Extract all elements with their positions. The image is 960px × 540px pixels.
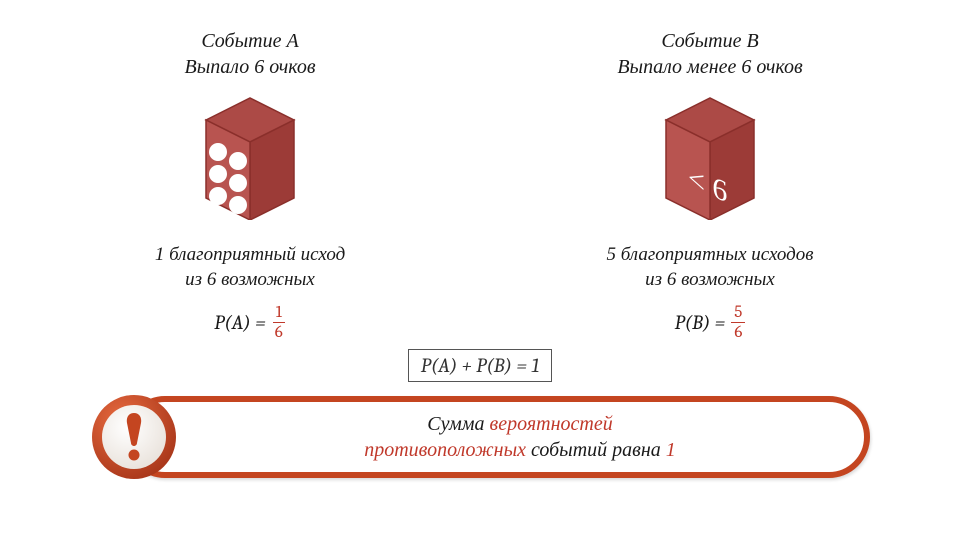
event-b-formula: P(B) = 5 6: [675, 304, 746, 341]
event-a-formula: P(A) = 1 6: [214, 304, 286, 341]
callout-line2-end: 1: [666, 439, 676, 461]
event-a-numerator: 1: [273, 304, 285, 323]
event-b-denominator: 6: [731, 323, 745, 341]
columns-container: Событие А Выпало 6 очков 1 благоприят: [0, 0, 960, 341]
callout-red1: вероятностей: [490, 413, 613, 435]
sum-formula-box: P(A) + P(B) = 1: [408, 349, 552, 382]
event-b-fraction: 5 6: [731, 304, 745, 341]
event-b-outcome-line1: 5 благоприятных исходов: [606, 244, 813, 265]
callout-line1: Сумма вероятностей: [427, 411, 612, 437]
cube-a: [192, 94, 308, 225]
callout: Сумма вероятностей противоположных событ…: [90, 396, 870, 478]
cube-b: < 6: [652, 94, 768, 225]
callout-line2: противоположных событий равна 1: [364, 437, 676, 463]
callout-text: Сумма вероятностей противоположных событ…: [200, 396, 840, 478]
dice-less-than-six-icon: < 6: [652, 94, 768, 220]
sum-formula-text: P(A) + P(B) = 1: [421, 354, 539, 377]
event-a-fraction: 1 6: [272, 304, 286, 341]
event-a-title-line1: Событие А: [201, 30, 298, 52]
event-a-outcome-line2: из 6 возможных: [185, 269, 315, 290]
event-b-title-line1: Событие В: [661, 30, 758, 52]
event-b-numerator: 5: [731, 304, 745, 323]
event-b-outcomes: 5 благоприятных исходов из 6 возможных: [606, 243, 813, 292]
event-a-formula-lhs: P(A) =: [214, 311, 266, 334]
event-b-column: Событие В Выпало менее 6 очков < 6 5 бла…: [545, 28, 875, 341]
event-a-column: Событие А Выпало 6 очков 1 благоприят: [85, 28, 415, 341]
event-a-outcomes: 1 благоприятный исход из 6 возможных: [155, 243, 345, 292]
callout-line2-red: противоположных: [364, 439, 526, 461]
event-a-outcome-line1: 1 благоприятный исход: [155, 244, 345, 265]
event-b-formula-lhs: P(B) =: [675, 311, 726, 334]
exclamation-disc-icon: [90, 393, 178, 481]
event-a-title: Событие А Выпало 6 очков: [184, 28, 315, 80]
dice-six-icon: [192, 94, 308, 220]
event-a-title-line2: Выпало 6 очков: [184, 56, 315, 78]
callout-prefix: Сумма: [427, 413, 489, 435]
event-a-denominator: 6: [272, 323, 286, 341]
event-b-outcome-line2: из 6 возможных: [645, 269, 775, 290]
callout-line2-mid: событий равна: [526, 439, 666, 461]
event-b-title: Событие В Выпало менее 6 очков: [617, 28, 802, 80]
event-b-title-line2: Выпало менее 6 очков: [617, 56, 802, 78]
